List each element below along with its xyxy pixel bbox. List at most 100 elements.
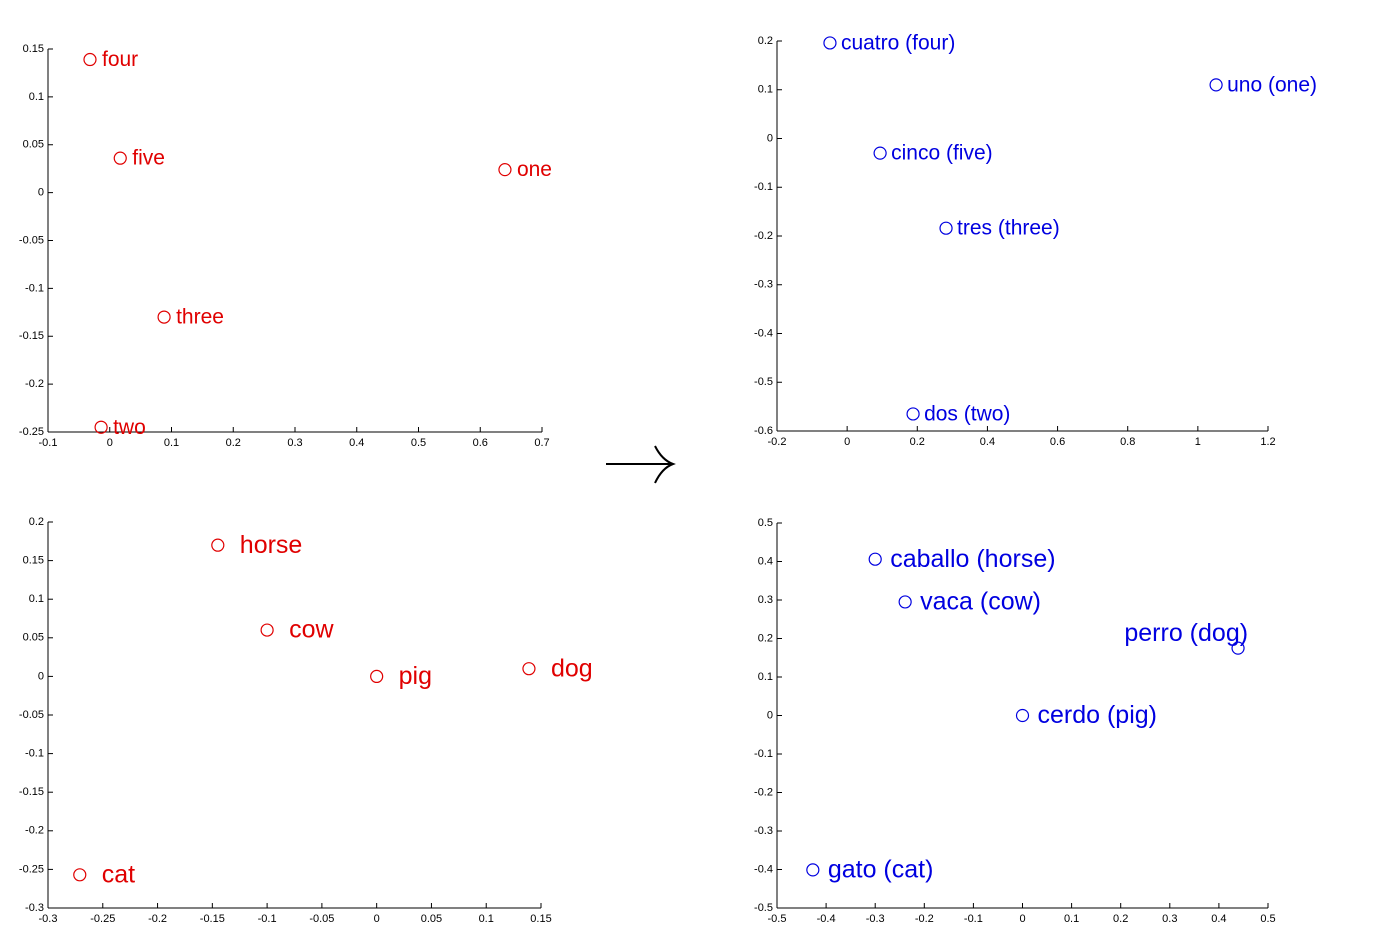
y-tick-label: 0.1 xyxy=(29,91,44,103)
x-tick-label: -0.1 xyxy=(39,437,58,449)
chart: -0.25 -0.2 -0.15 -0.1 -0.05 0 0.05 0.1 0.15 -0.1 0… xyxy=(19,43,552,449)
point-label: gato (cat) xyxy=(828,855,934,883)
point-label: dos (two) xyxy=(924,402,1010,425)
x-tick-label: 0.5 xyxy=(1260,913,1275,925)
point xyxy=(157,310,171,324)
y-tick-label: -0.25 xyxy=(19,426,44,438)
y-tick-label: -0.2 xyxy=(754,786,773,798)
x-tick-label: 0.1 xyxy=(164,437,179,449)
y-tick-label: -0.3 xyxy=(754,279,773,291)
point-label: cinco (five) xyxy=(891,142,993,165)
x-tick-label: 0.3 xyxy=(287,437,302,449)
point xyxy=(806,863,820,877)
point-label: pig xyxy=(399,662,432,690)
point xyxy=(83,52,97,67)
x-tick-label: -0.1 xyxy=(964,913,983,925)
point-label: cow xyxy=(289,616,334,644)
y-tick-label: 0.2 xyxy=(29,516,44,528)
x-tick-label: 0.1 xyxy=(479,913,494,925)
point-label: one xyxy=(517,158,552,181)
point xyxy=(1209,78,1223,92)
y-tick-label: 0.4 xyxy=(758,555,773,567)
x-tick-label: 0.2 xyxy=(1113,913,1128,925)
arrow-head xyxy=(654,445,676,484)
arrow xyxy=(606,445,676,484)
x-tick-label: 0.7 xyxy=(534,437,549,449)
point xyxy=(260,623,274,637)
x-tick-label: 0.4 xyxy=(1211,913,1226,925)
y-tick-label: -0.3 xyxy=(754,825,773,837)
point-label: five xyxy=(132,147,165,170)
y-tick-label: -0.15 xyxy=(19,330,44,342)
x-tick-label: -0.15 xyxy=(200,913,225,925)
y-tick-label: -0.6 xyxy=(754,425,773,437)
x-tick-label: 0.15 xyxy=(530,913,551,925)
point-label: four xyxy=(102,48,138,71)
y-tick-label: 0.2 xyxy=(758,632,773,644)
x-tick-label: 1.2 xyxy=(1260,436,1275,448)
y-tick-label: 0.05 xyxy=(23,632,44,644)
point-label: three xyxy=(176,306,224,329)
point xyxy=(211,538,225,552)
y-tick-label: 0.1 xyxy=(758,671,773,683)
y-tick-label: -0.5 xyxy=(754,376,773,388)
y-tick-label: -0.15 xyxy=(19,786,44,798)
x-tick-label: 0 xyxy=(107,437,113,449)
point xyxy=(898,595,912,609)
point xyxy=(113,151,127,165)
x-tick-label: -0.05 xyxy=(309,913,334,925)
x-tick-label: -0.2 xyxy=(915,913,934,925)
chart: -0.5 -0.4 -0.3 -0.2 -0.1 0 0.1 0.2 0.3 0.4 0.5 -0.5… xyxy=(754,517,1276,925)
y-tick-label: -0.1 xyxy=(754,748,773,760)
x-tick-label: -0.3 xyxy=(866,913,885,925)
x-tick-label: 0.05 xyxy=(421,913,442,925)
y-tick-label: 0 xyxy=(38,187,44,199)
x-tick-label: 0.4 xyxy=(980,436,995,448)
y-tick-label: -0.1 xyxy=(754,181,773,193)
y-tick-label: -0.2 xyxy=(25,825,44,837)
point xyxy=(873,146,887,160)
point xyxy=(73,868,87,882)
x-tick-label: -0.2 xyxy=(768,436,787,448)
y-tick-label: 0.5 xyxy=(758,517,773,529)
y-tick-label: -0.2 xyxy=(754,230,773,242)
y-tick-label: -0.05 xyxy=(19,709,44,721)
point xyxy=(1015,708,1030,723)
point-label: caballo (horse) xyxy=(890,545,1055,573)
point xyxy=(1231,641,1245,655)
y-tick-label: -0.1 xyxy=(25,748,44,760)
x-tick-label: 0.3 xyxy=(1162,913,1177,925)
y-tick-label: -0.1 xyxy=(25,282,44,294)
point xyxy=(939,221,953,235)
x-tick-label: 0 xyxy=(1019,913,1025,925)
y-tick-label: -0.5 xyxy=(754,902,773,914)
x-tick-label: -0.5 xyxy=(768,913,787,925)
x-tick-label: 1 xyxy=(1195,436,1201,448)
y-tick-label: -0.3 xyxy=(25,902,44,914)
y-tick-label: 0.05 xyxy=(23,139,44,151)
x-tick-label: -0.1 xyxy=(258,913,277,925)
y-tick-label: 0 xyxy=(38,670,44,682)
point xyxy=(94,420,108,434)
point-label: uno (one) xyxy=(1227,73,1317,96)
x-tick-label: -0.25 xyxy=(90,913,115,925)
point-label: vaca (cow) xyxy=(920,588,1041,616)
x-tick-label: 0.5 xyxy=(411,437,426,449)
x-tick-label: -0.3 xyxy=(39,913,58,925)
x-tick-label: 0.6 xyxy=(473,437,488,449)
point-label: horse xyxy=(240,531,303,559)
chart: -0.6 -0.5 -0.4 -0.3 -0.2 -0.1 0 0.1 0.2 -0.2 0 0.2 0… xyxy=(754,31,1317,447)
y-tick-label: 0.1 xyxy=(29,593,44,605)
point-label: tres (three) xyxy=(957,217,1060,240)
x-tick-label: 0.6 xyxy=(1050,436,1065,448)
y-tick-label: -0.2 xyxy=(25,378,44,390)
point xyxy=(370,669,384,684)
chart: -0.3 -0.25 -0.2 -0.15 -0.1 -0.05 0 0.05 0.1 0.15 0… xyxy=(19,516,593,925)
point-label: perro (dog) xyxy=(1124,619,1248,647)
point-label: cuatro (four) xyxy=(841,31,955,54)
point-label: two xyxy=(113,416,146,439)
y-tick-label: 0.15 xyxy=(23,43,44,55)
point xyxy=(868,552,882,566)
y-tick-label: 0.1 xyxy=(758,84,773,96)
